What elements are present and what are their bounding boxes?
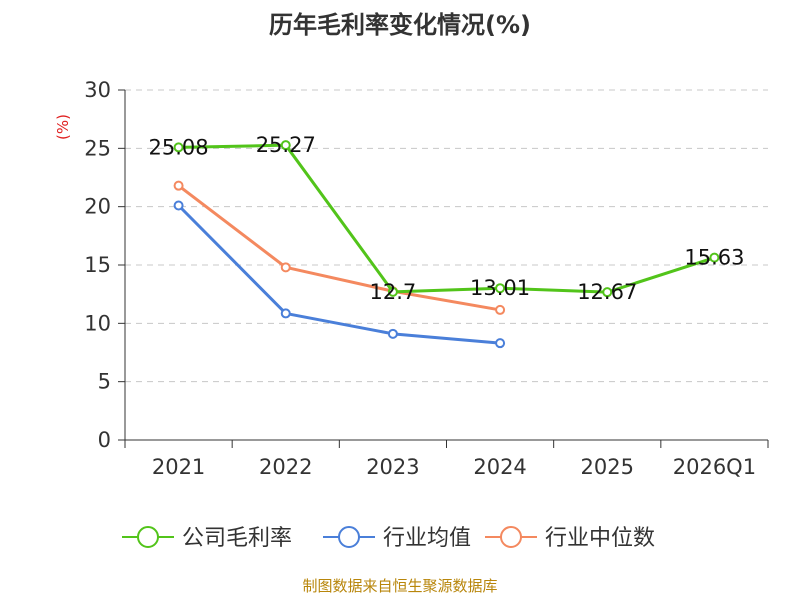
y-tick-label-20: 20 [84, 195, 111, 219]
point-s2-2022 [280, 262, 291, 273]
legend-marker-1 [338, 526, 360, 548]
point-s1-2022 [280, 308, 291, 319]
point-s1-2021 [173, 200, 184, 211]
data-label-2022: 25.27 [256, 133, 316, 157]
y-tick-label-30: 30 [84, 78, 111, 102]
legend-label-1: 行业均值 [383, 526, 471, 551]
point-s0-2021 [173, 142, 184, 153]
series-line-0 [178, 143, 715, 294]
point-s0-2023 [387, 286, 398, 297]
data-label-2021: 25.08 [149, 135, 209, 159]
legend-marker-2 [500, 526, 522, 548]
chart-title: 历年毛利率变化情况(%) [269, 11, 531, 39]
legend: 公司毛利率 行业均值 行业中位数 [122, 526, 655, 551]
point-s0-2025 [602, 287, 613, 298]
point-s0-2024 [495, 283, 506, 294]
legend-label-2: 行业中位数 [545, 526, 655, 551]
data-labels: 25.08 25.27 12.7 13.01 12.67 15.63 [149, 133, 745, 304]
x-tick-label-2026Q1: 2026Q1 [673, 455, 756, 479]
point-s2-2021 [173, 180, 184, 191]
data-label-2025: 12.67 [577, 280, 637, 304]
point-s1-2023 [387, 328, 398, 339]
x-tick-label-2024: 2024 [473, 455, 526, 479]
data-label-2024: 13.01 [470, 276, 530, 300]
y-tick-label-5: 5 [98, 370, 111, 394]
legend-label-0: 公司毛利率 [182, 526, 292, 551]
data-label-2026Q1: 15.63 [684, 246, 744, 270]
x-tick-label-2023: 2023 [366, 455, 419, 479]
x-tick-label-2022: 2022 [259, 455, 312, 479]
series-line-2 [177, 184, 501, 312]
data-label-2023: 12.7 [370, 280, 417, 304]
grid-lines [125, 89, 768, 383]
source-note: 制图数据来自恒生聚源数据库 [302, 577, 497, 595]
point-s0-2022 [280, 140, 291, 151]
y-tick-label-0: 0 [98, 428, 111, 452]
y-tick-label-15: 15 [84, 253, 111, 277]
point-s2-2024 [495, 304, 506, 315]
y-tick-label-25: 25 [84, 136, 111, 160]
legend-item-2: 行业中位数 [485, 526, 655, 551]
legend-marker-0 [137, 526, 159, 548]
y-tick-label-10: 10 [84, 311, 111, 335]
x-tick-label-2021: 2021 [152, 455, 205, 479]
legend-item-0: 公司毛利率 [122, 526, 292, 551]
y-axis-unit: (%) [54, 114, 72, 140]
legend-item-1: 行业均值 [323, 526, 471, 551]
x-tick-label-2025: 2025 [581, 455, 634, 479]
series-line-1 [177, 204, 501, 345]
point-s1-2024 [495, 338, 506, 349]
point-s0-2026Q1 [709, 252, 720, 263]
series-layer [173, 140, 720, 349]
